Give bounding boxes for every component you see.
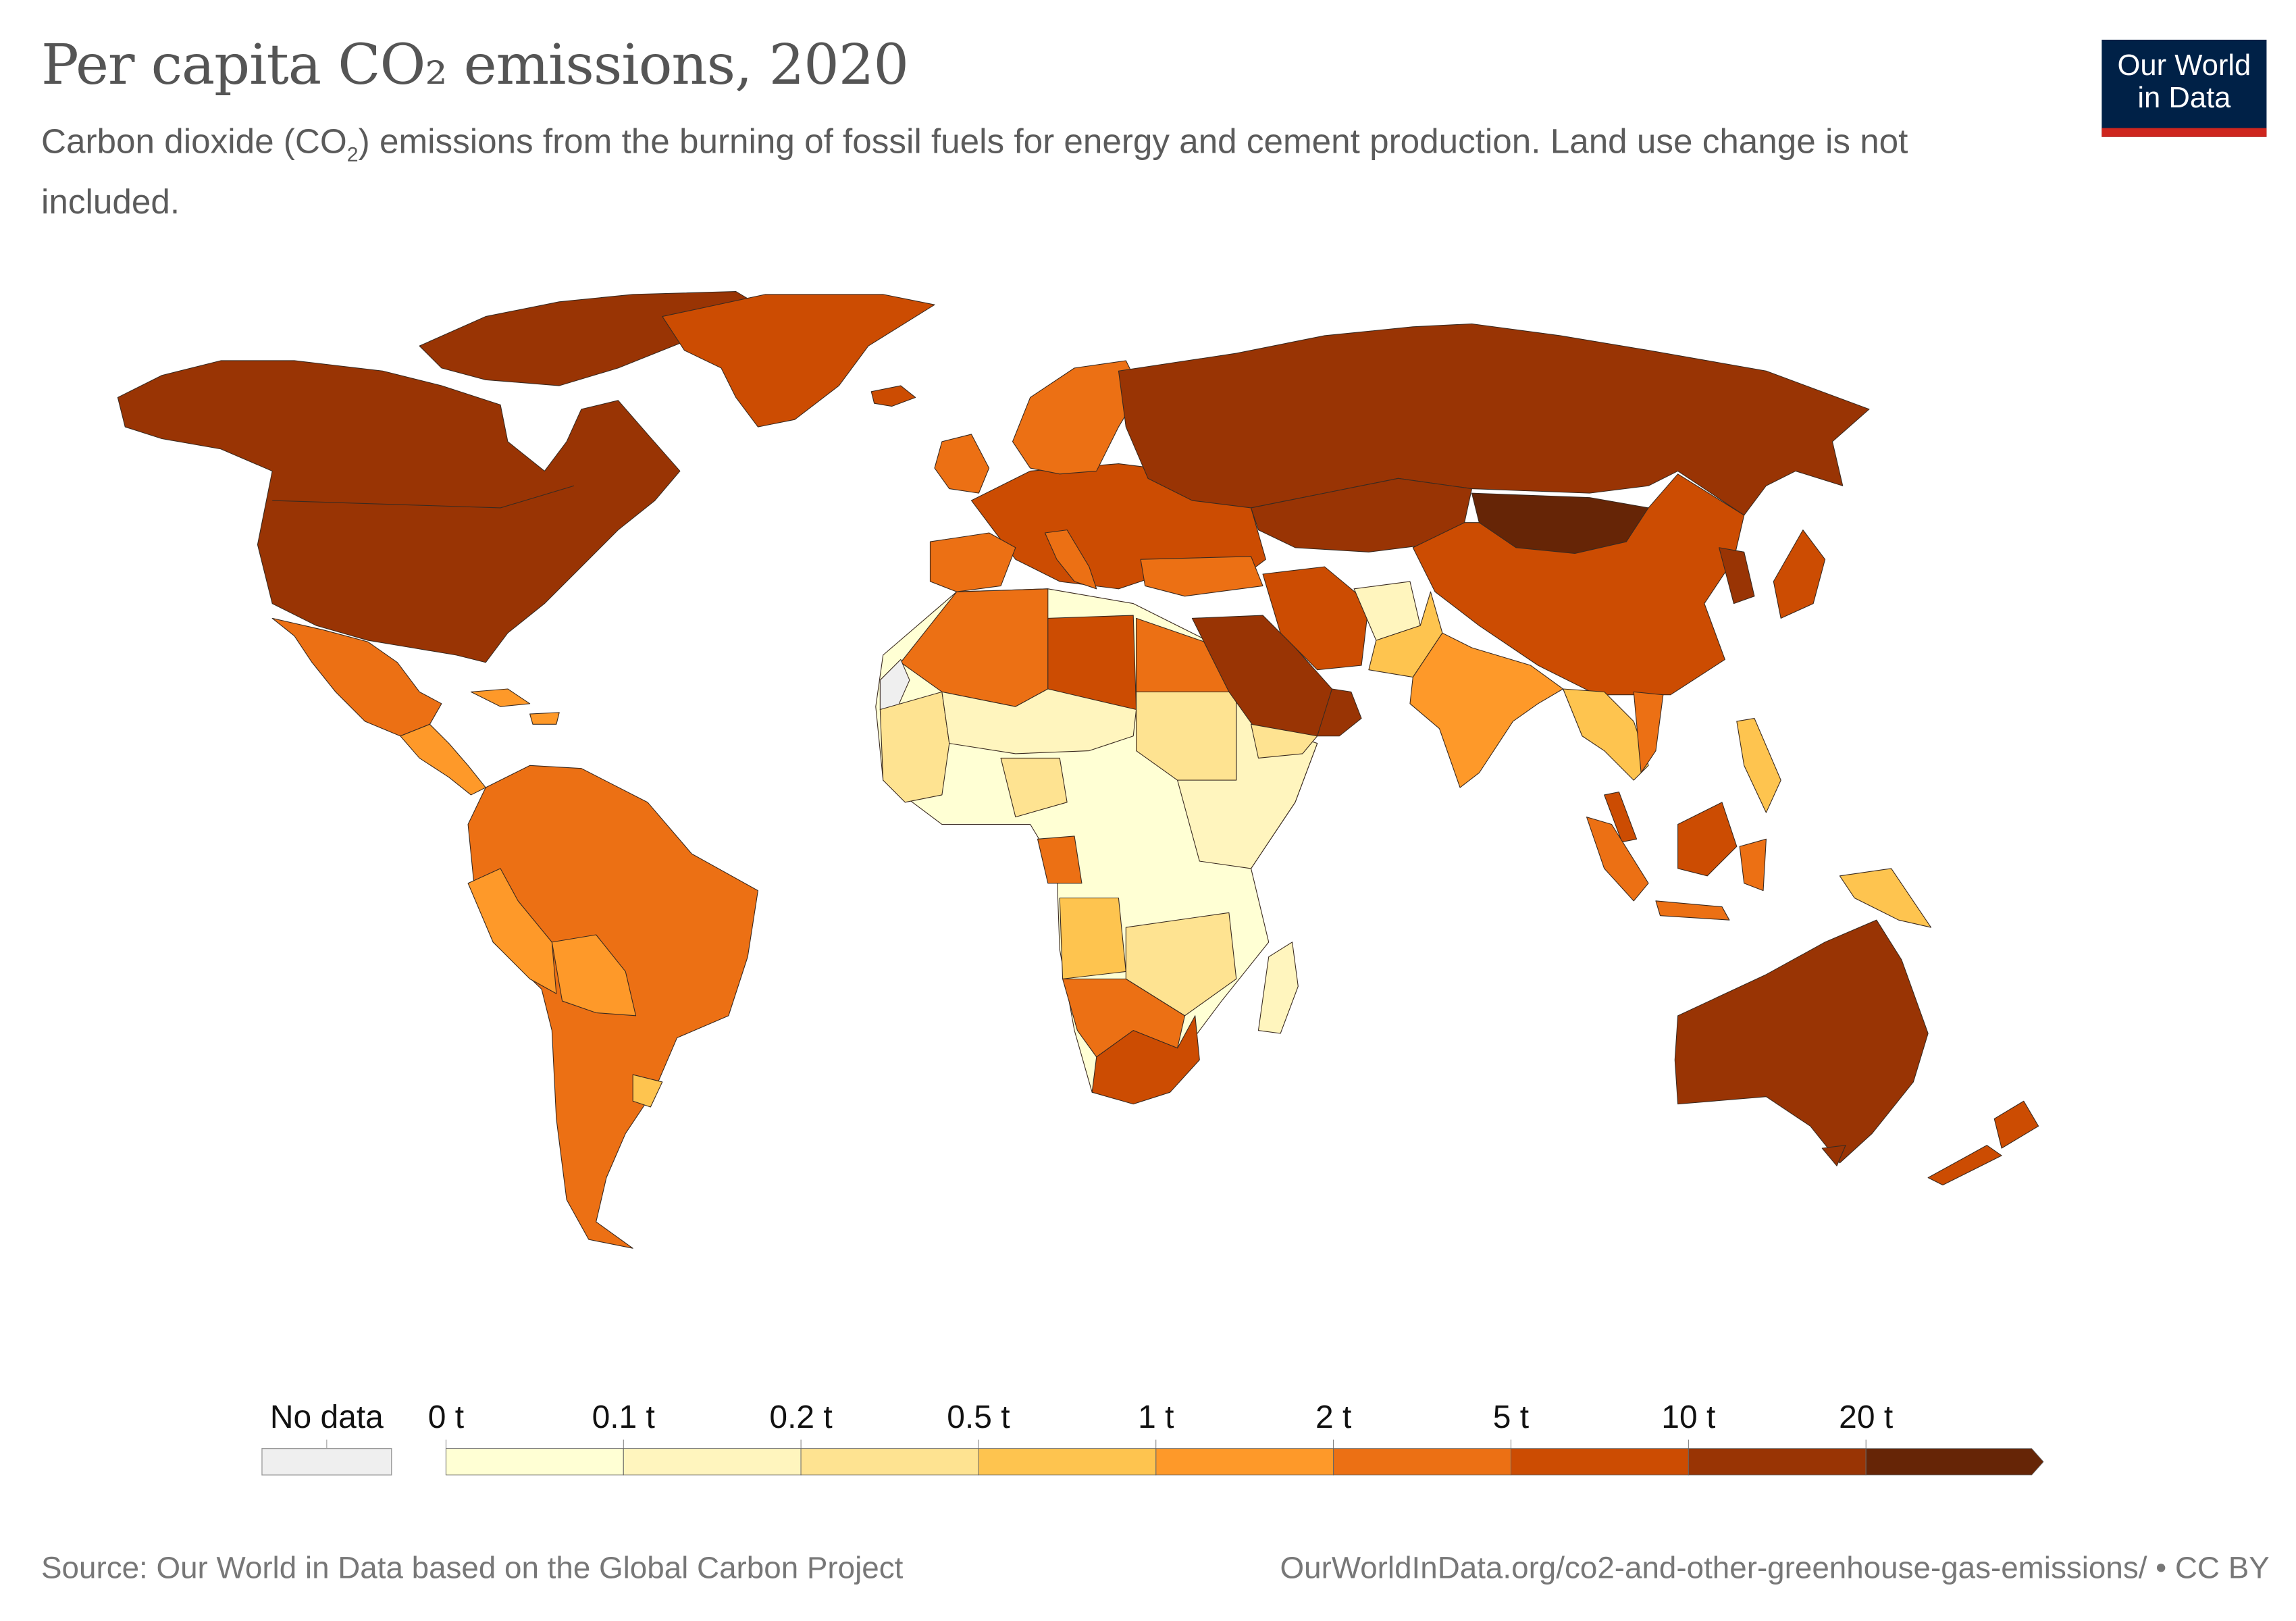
- region-vietnam[interactable]: [1633, 691, 1664, 773]
- legend-bin[interactable]: [978, 1448, 1157, 1476]
- region-indonesia[interactable]: [1586, 817, 1649, 902]
- logo-accent-bar: [2102, 128, 2267, 137]
- region-caribbean[interactable]: [529, 712, 560, 725]
- region-bolivia[interactable]: [551, 934, 637, 1017]
- subtitle-part: Carbon dioxide (CO: [41, 122, 347, 161]
- region-oman[interactable]: [1317, 688, 1362, 737]
- owid-logo[interactable]: Our World in Data: [2102, 39, 2267, 137]
- legend-tick-label: 1 t: [1138, 1398, 1174, 1436]
- border-us-canada: [272, 485, 575, 509]
- region-nigeria[interactable]: [1000, 757, 1068, 818]
- legend-tick-label: 2 t: [1315, 1398, 1352, 1436]
- region-indonesia-sulawesi[interactable]: [1739, 838, 1767, 892]
- region-italy[interactable]: [1044, 530, 1097, 590]
- region-peru[interactable]: [467, 868, 557, 994]
- region-indonesia-java[interactable]: [1655, 900, 1730, 921]
- region-iberia[interactable]: [929, 532, 1016, 592]
- region-greenland[interactable]: [662, 294, 935, 428]
- region-papua-new-guinea[interactable]: [1839, 868, 1932, 928]
- legend-no-data-label: No data: [269, 1398, 384, 1436]
- legend-bin[interactable]: [1333, 1448, 1511, 1476]
- region-malaysia[interactable]: [1604, 792, 1638, 843]
- legend-bin[interactable]: [1155, 1448, 1334, 1476]
- region-madagascar[interactable]: [1257, 942, 1299, 1034]
- source-text: Source: Our World in Data based on the G…: [41, 1551, 904, 1586]
- source-url-link[interactable]: OurWorldInData.org/co2-and-other-greenho…: [1280, 1551, 2270, 1586]
- legend-tick-label: 10 t: [1661, 1398, 1716, 1436]
- region-uk[interactable]: [934, 434, 990, 494]
- subtitle-part: ) emissions from the burning of fossil f…: [41, 122, 1908, 221]
- region-korea[interactable]: [1719, 547, 1755, 604]
- region-india[interactable]: [1409, 632, 1564, 788]
- region-south-africa[interactable]: [1091, 1015, 1200, 1105]
- region-gabon[interactable]: [1037, 835, 1082, 884]
- legend-tick-label: 5 t: [1492, 1398, 1530, 1436]
- subtitle-subscript: 2: [346, 142, 359, 166]
- region-iceland[interactable]: [870, 385, 916, 407]
- chart-subtitle: Carbon dioxide (CO2) emissions from the …: [41, 118, 1954, 224]
- region-paraguay[interactable]: [632, 1074, 663, 1108]
- region-tasmania[interactable]: [1821, 1145, 1846, 1166]
- world-map: [117, 290, 2039, 1249]
- region-borneo[interactable]: [1677, 802, 1738, 877]
- region-western-sahara[interactable]: [879, 659, 910, 711]
- region-caribbean[interactable]: [470, 688, 531, 707]
- legend-tick-label: 0.1 t: [592, 1398, 655, 1436]
- legend-bin[interactable]: [1865, 1448, 2044, 1476]
- legend-tick-label: 0.5 t: [947, 1398, 1010, 1436]
- logo-line: Our World: [2117, 50, 2251, 83]
- region-sahel[interactable]: [941, 688, 1137, 754]
- region-turkey[interactable]: [1140, 556, 1263, 597]
- legend-tick-label: 20 t: [1839, 1398, 1894, 1436]
- legend-tick-label: 0.2 t: [769, 1398, 833, 1436]
- region-philippines[interactable]: [1736, 718, 1781, 813]
- legend-bin[interactable]: [445, 1448, 624, 1476]
- logo-line: in Data: [2137, 82, 2231, 115]
- region-japan[interactable]: [1773, 530, 1826, 619]
- region-new-zealand-south[interactable]: [1927, 1145, 2002, 1186]
- region-new-zealand[interactable]: [1993, 1100, 2039, 1149]
- legend-bin[interactable]: [800, 1448, 979, 1476]
- legend-bins: [445, 1439, 2044, 1476]
- legend-bin[interactable]: [1511, 1448, 1689, 1476]
- legend-no-data-swatch[interactable]: [261, 1447, 392, 1476]
- legend-bin[interactable]: [1688, 1448, 1867, 1476]
- legend-bin[interactable]: [623, 1448, 802, 1476]
- region-china[interactable]: [1412, 473, 1745, 696]
- chart-title: Per capita CO₂ emissions, 2020: [41, 32, 909, 97]
- region-australia[interactable]: [1674, 919, 1929, 1164]
- region-southern-africa-mid[interactable]: [1125, 912, 1237, 1017]
- legend-tick-label: 0 t: [427, 1398, 465, 1436]
- region-north-america[interactable]: [117, 360, 681, 663]
- region-yemen[interactable]: [1251, 723, 1318, 758]
